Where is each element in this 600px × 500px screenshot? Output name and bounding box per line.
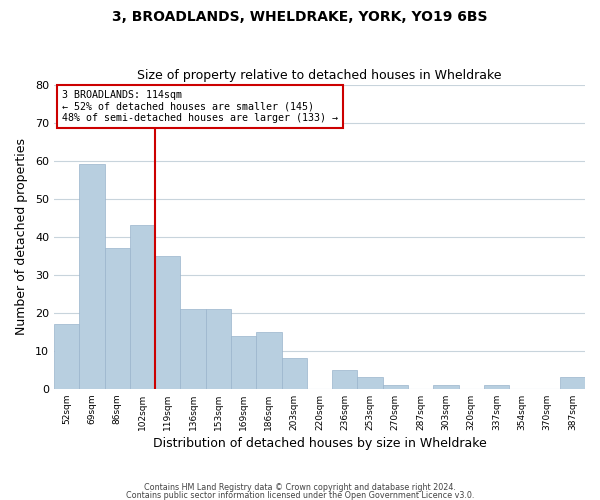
Bar [155, 256, 181, 389]
Bar [560, 378, 585, 389]
Text: 3, BROADLANDS, WHELDRAKE, YORK, YO19 6BS: 3, BROADLANDS, WHELDRAKE, YORK, YO19 6BS [112, 10, 488, 24]
Bar [281, 358, 307, 389]
Bar [484, 385, 509, 389]
Bar [332, 370, 358, 389]
Text: Contains public sector information licensed under the Open Government Licence v3: Contains public sector information licen… [126, 490, 474, 500]
X-axis label: Distribution of detached houses by size in Wheldrake: Distribution of detached houses by size … [152, 437, 487, 450]
Bar [79, 164, 104, 389]
Text: Contains HM Land Registry data © Crown copyright and database right 2024.: Contains HM Land Registry data © Crown c… [144, 484, 456, 492]
Title: Size of property relative to detached houses in Wheldrake: Size of property relative to detached ho… [137, 69, 502, 82]
Bar [358, 378, 383, 389]
Text: 3 BROADLANDS: 114sqm
← 52% of detached houses are smaller (145)
48% of semi-deta: 3 BROADLANDS: 114sqm ← 52% of detached h… [62, 90, 338, 124]
Bar [256, 332, 281, 389]
Bar [231, 336, 256, 389]
Bar [54, 324, 79, 389]
Bar [104, 248, 130, 389]
Bar [383, 385, 408, 389]
Bar [130, 226, 155, 389]
Bar [433, 385, 458, 389]
Bar [206, 309, 231, 389]
Bar [181, 309, 206, 389]
Y-axis label: Number of detached properties: Number of detached properties [15, 138, 28, 335]
